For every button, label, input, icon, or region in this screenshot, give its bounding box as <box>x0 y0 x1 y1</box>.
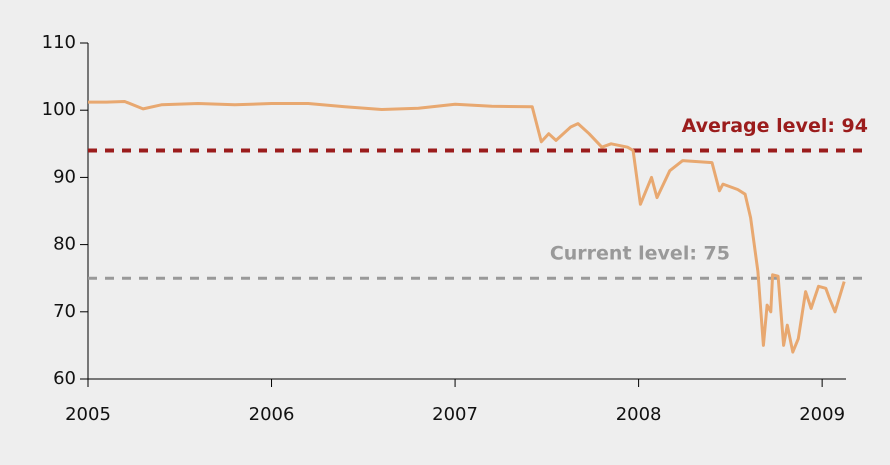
y-tick-label: 100 <box>42 99 76 120</box>
x-tick-label: 2005 <box>65 404 111 425</box>
y-tick-label: 80 <box>53 234 76 255</box>
reference-label: Average level: 94 <box>682 115 868 137</box>
data-line <box>88 100 846 354</box>
reference-label: Current level: 75 <box>550 243 730 265</box>
y-tick-label: 110 <box>42 32 76 53</box>
y-tick-label: 60 <box>53 368 76 389</box>
x-tick-label: 2008 <box>616 404 662 425</box>
y-tick-label: 90 <box>53 166 76 187</box>
x-tick-label: 2007 <box>432 404 478 425</box>
x-tick-label: 2006 <box>249 404 295 425</box>
y-tick-label: 70 <box>53 301 76 322</box>
x-tick-label: 2009 <box>799 404 845 425</box>
